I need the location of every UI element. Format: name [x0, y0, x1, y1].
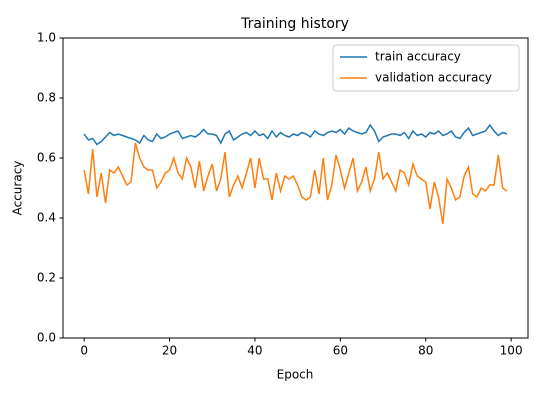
legend-label: validation accuracy	[375, 71, 492, 85]
y-tick-label: 0.4	[37, 211, 56, 225]
x-tick-label: 100	[500, 344, 523, 358]
chart-title: Training history	[240, 16, 349, 32]
x-tick-label: 20	[162, 344, 177, 358]
line	[83, 142, 508, 225]
x-tick-label: 40	[247, 344, 262, 358]
line	[83, 123, 508, 146]
y-tick-label: 0.0	[37, 331, 56, 345]
legend-label: train accuracy	[375, 50, 461, 64]
y-axis-label: Accuracy	[11, 161, 25, 216]
y-tick-label: 1.0	[37, 31, 56, 45]
y-tick-label: 0.8	[37, 91, 56, 105]
x-axis-label: Epoch	[277, 368, 314, 382]
y-tick-label: 0.6	[37, 151, 56, 165]
x-tick-label: 80	[418, 344, 433, 358]
plot-frame	[62, 37, 529, 339]
x-tick-label: 0	[80, 344, 88, 358]
x-tick-label: 60	[333, 344, 348, 358]
legend-box	[332, 44, 520, 92]
y-tick-label: 0.2	[37, 271, 56, 285]
